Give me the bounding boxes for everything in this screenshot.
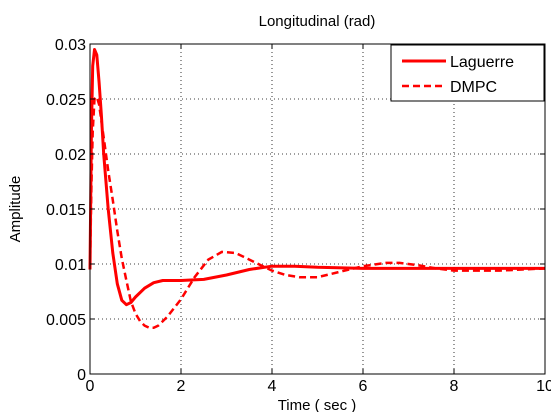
y-tick-label: 0.03 — [55, 37, 86, 54]
axis-ticks: 0 2 4 6 8 10 0 0.005 0.01 0.015 0.02 0.025 0.03 — [46, 37, 551, 395]
y-tick-label: 0.005 — [46, 312, 86, 329]
y-axis-label: Amplitude — [7, 176, 24, 243]
y-tick-label: 0.01 — [55, 257, 86, 274]
x-tick-label: 10 — [536, 378, 551, 395]
series-line-dmpc — [88, 95, 546, 330]
y-tick-label: 0.025 — [46, 92, 86, 109]
legend: Laguerre DMPC — [390, 44, 545, 102]
x-axis-label: Time ( sec ) — [278, 397, 357, 412]
legend-label-laguerre: Laguerre — [450, 54, 514, 71]
series-layer — [88, 48, 546, 330]
legend-box — [390, 44, 545, 102]
series-line-laguerre — [88, 48, 545, 307]
x-tick-label: 2 — [177, 378, 186, 395]
y-tick-label: 0.015 — [46, 202, 86, 219]
x-tick-label: 0 — [86, 378, 95, 395]
x-tick-label: 8 — [450, 378, 459, 395]
x-tick-label: 6 — [359, 378, 368, 395]
y-tick-label: 0 — [77, 367, 86, 384]
y-tick-label: 0.02 — [55, 147, 86, 164]
legend-label-dmpc: DMPC — [450, 79, 497, 96]
chart-title: Longitudinal (rad) — [259, 13, 376, 30]
x-tick-label: 4 — [268, 378, 277, 395]
